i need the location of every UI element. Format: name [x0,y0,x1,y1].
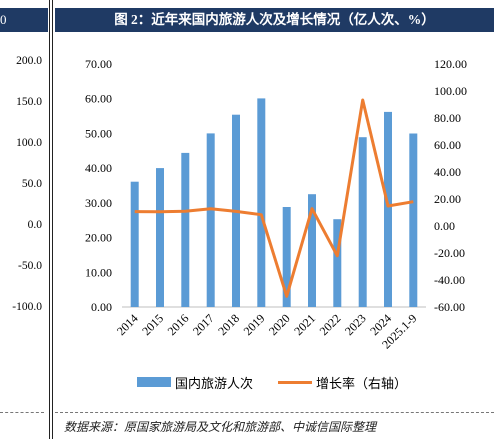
left-axis-tick: 200.0 [16,55,42,67]
bar-2021 [308,194,316,307]
x-tick-label: 2020 [266,311,293,338]
bar-2016 [181,152,190,307]
y-right-tick-label: -20.00 [434,246,465,260]
source-note: 数据来源：原国家旅游局及文化和旅游部、中诚信国际整理 [64,420,377,434]
bar-2014 [130,181,139,307]
left-chart-header: 0 [0,8,48,32]
chart-area: 0.00 10.00 20.00 30.00 40.00 50.00 60.00 70.00 -… [55,32,494,412]
chart-title: 图 2：近年来国内旅游人次及增长情况（亿人次、%） [55,8,494,32]
column-separator [52,0,53,439]
y-right-tick-label: 20.00 [434,192,461,206]
bar-2025.1-9 [409,133,418,307]
left-header-text: 0 [0,12,6,27]
source-divider [55,412,494,413]
y-right-tick-label: -60.00 [434,300,465,314]
legend-bar-swatch [137,377,171,387]
left-axis-tick: -100.0 [12,301,42,313]
x-tick-label: 2017 [190,311,217,338]
combo-chart: 0.00 10.00 20.00 30.00 40.00 50.00 60.00 70.00 -… [85,57,467,352]
bar-2024 [384,111,392,308]
legend-bar-label: 国内旅游人次 [175,376,254,392]
x-tick-label: 2016 [165,311,192,338]
y-right-tick-label: 100.00 [434,84,467,98]
x-tick-label: 2019 [241,311,268,338]
left-axis-tick: 0.0 [27,219,42,231]
legend-item-line: 增长率（右轴） [278,372,407,392]
chart-legend: 国内旅游人次 增长率（右轴） [55,372,494,392]
bar-2019 [257,98,266,308]
bar-2022 [333,219,342,307]
y-right-tick-label: 80.00 [434,111,461,125]
left-axis-tick: 150.0 [16,96,42,108]
y-left-tick-label: 0.00 [91,300,112,314]
x-tick-label: 2022 [317,311,344,338]
y-left-tick-label: 30.00 [85,196,112,210]
bar-2015 [156,168,164,307]
bar-2017 [206,133,215,307]
y-right-tick-label: 120.00 [434,57,467,71]
y-right-tick-label: 40.00 [434,165,461,179]
y-left-tick-label: 20.00 [85,231,112,245]
y-right-tick-label: -40.00 [434,273,465,287]
left-axis-tick: -50.0 [18,260,42,272]
x-tick-label: 2021 [291,311,318,338]
x-tick-label: 2015 [139,311,166,338]
y-left-tick-label: 60.00 [85,92,112,106]
y-left-tick-label: 50.00 [85,126,112,140]
left-axis-tick: 100.0 [16,137,42,149]
legend-item-bar: 国内旅游人次 [137,372,253,392]
bar-2023 [358,137,367,307]
left-divider [0,412,44,413]
x-tick-label: 2023 [342,311,369,338]
x-tick-label: 2014 [114,311,141,338]
bar-2020 [282,207,291,307]
y-left-tick-label: 40.00 [85,161,112,175]
growth-rate-line [134,98,414,298]
y-left-tick-label: 70.00 [85,57,112,71]
legend-line-swatch [278,380,312,384]
y-right-tick-label: 0.00 [434,219,455,233]
y-right-tick-label: 60.00 [434,138,461,152]
y-left-tick-label: 10.00 [85,265,112,279]
x-tick-label: 2018 [215,311,242,338]
left-partial-chart: 0 200.0 150.0 100.0 50.0 0.0 -50.0 -100.… [0,0,48,439]
column-separator [49,0,50,439]
legend-line-label: 增长率（右轴） [316,376,408,392]
left-axis-tick: 50.0 [21,178,42,190]
